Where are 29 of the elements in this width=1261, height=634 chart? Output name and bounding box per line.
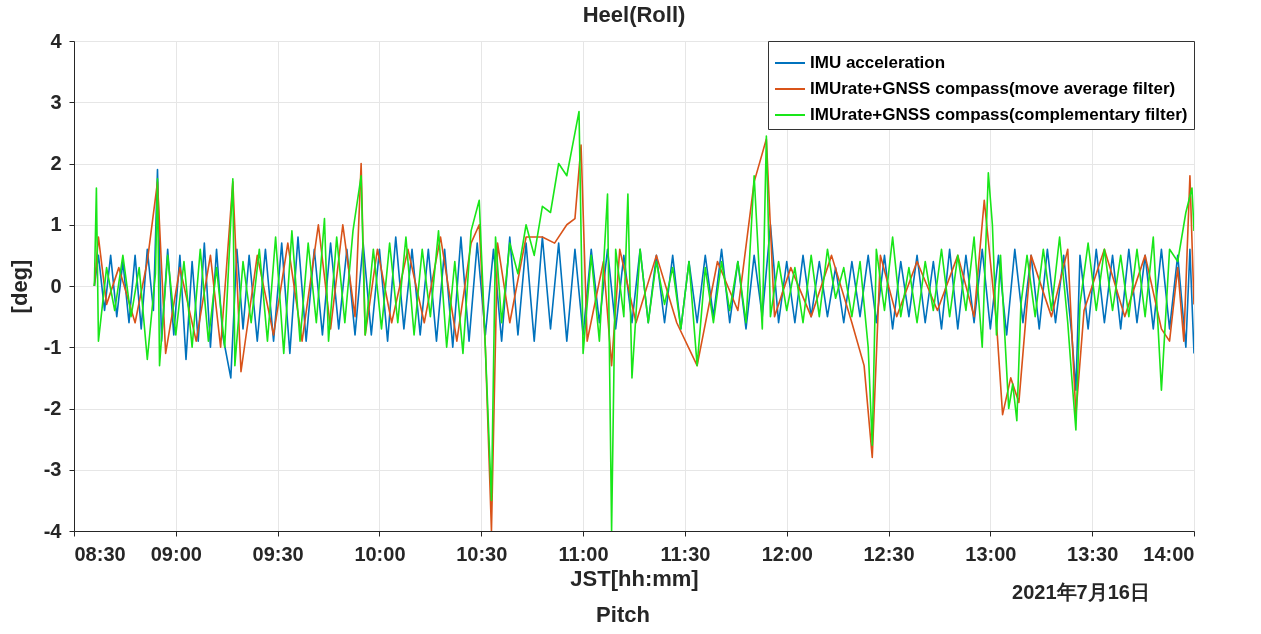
y-tick-label: -3 — [43, 458, 62, 481]
x-tick-label: 12:30 — [863, 542, 915, 565]
x-tick-label: 11:30 — [660, 542, 711, 565]
x-tick-label: 09:30 — [252, 542, 304, 565]
x-tick-label: 08:30 — [74, 542, 126, 565]
text: 2021年7月16日 — [1012, 581, 1150, 603]
y-axis-title: [deg] — [6, 259, 32, 314]
x-tick-label: 10:30 — [456, 542, 508, 565]
x-tick-label: 12:00 — [761, 542, 813, 565]
x-axis-title: JST[hh:mm] — [570, 565, 699, 591]
x-tick-label: 13:30 — [1067, 542, 1119, 565]
y-tick-label: 4 — [50, 29, 63, 52]
y-tick-label: -2 — [43, 397, 62, 419]
y-tick-label: 3 — [50, 90, 62, 113]
y-tick-label: 0 — [50, 274, 62, 297]
legend-label: IMU acceleration — [810, 53, 946, 72]
x-tick-label: 09:00 — [150, 542, 202, 565]
y-tick-label: 2 — [50, 152, 62, 174]
x-tick-label: 10:00 — [354, 542, 406, 565]
legend-label: IMUrate+GNSS compass(move average filter) — [810, 79, 1176, 98]
chart-title: Heel(Roll) — [582, 2, 686, 27]
x-tick-label: 11:00 — [558, 542, 609, 565]
y-tick-label: 1 — [50, 213, 62, 236]
y-tick-label: -4 — [43, 519, 63, 542]
x-tick-label: 13:00 — [965, 542, 1017, 565]
text: Pitch — [596, 602, 650, 627]
x-tick-label: 14:00 — [1143, 542, 1195, 565]
y-tick-label: -1 — [43, 335, 62, 358]
legend-label: IMUrate+GNSS compass(complementary filter) — [810, 105, 1188, 124]
